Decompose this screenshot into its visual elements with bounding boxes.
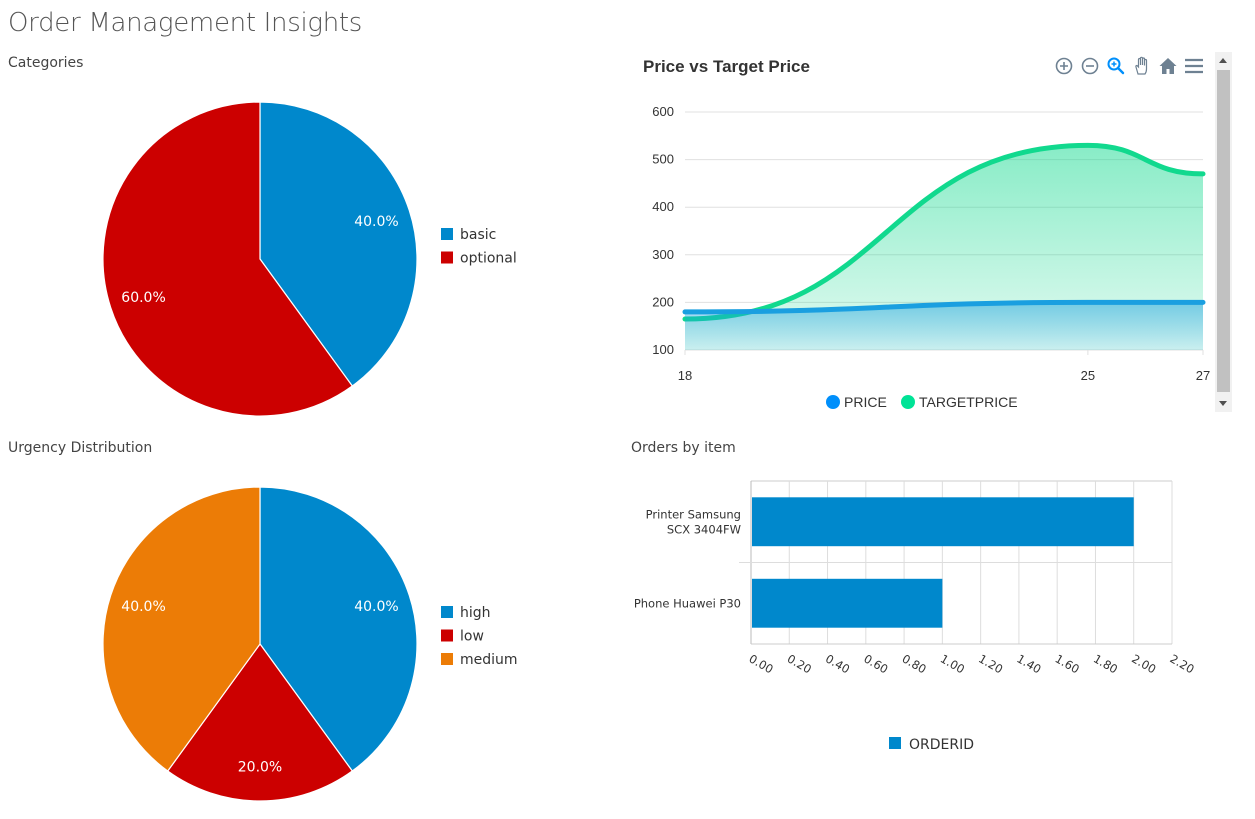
legend-label-medium: medium	[460, 652, 518, 668]
chart-scrollbar[interactable]	[1215, 52, 1232, 412]
pie-value-label-high: 40.0%	[354, 599, 398, 615]
legend-swatch-medium	[441, 653, 453, 665]
pie-slice-basic[interactable]	[259, 101, 418, 387]
y-tick-300: 300	[652, 247, 674, 262]
categories-pie-chart: 40.0% 60.0% basic optional	[102, 101, 517, 417]
legend-label-price: PRICE	[844, 394, 887, 410]
area-fill-targetprice	[685, 145, 1203, 350]
category-label: Printer Samsung	[646, 507, 741, 521]
x-tick-0.40: 0.40	[823, 651, 852, 676]
legend-swatch-optional	[441, 251, 453, 264]
x-tick-group-1.60: 1.60	[1053, 651, 1082, 676]
x-tick-1.00: 1.00	[938, 651, 967, 676]
pan-hand-icon[interactable]	[1131, 55, 1153, 77]
category-label: SCX 3404FW	[667, 522, 741, 536]
x-tick-18: 18	[678, 368, 692, 383]
legend-swatch-low	[441, 629, 453, 642]
x-tick-27: 27	[1196, 368, 1210, 383]
y-tick-100: 100	[652, 342, 674, 357]
scroll-down-icon[interactable]	[1219, 401, 1227, 406]
x-tick-group-0.20: 0.20	[785, 651, 814, 676]
pie-value-label-low: 20.0%	[238, 759, 282, 775]
legend-label-basic: basic	[460, 227, 496, 243]
pie-slice-optional[interactable]	[102, 101, 354, 417]
legend-swatch-high	[441, 606, 453, 618]
x-tick-group-0.60: 0.60	[861, 651, 890, 676]
x-tick-group-1.00: 1.00	[938, 651, 967, 676]
x-tick-group-2.00: 2.00	[1129, 651, 1158, 676]
page-title: Order Management Insights	[8, 8, 363, 38]
legend-label-optional: optional	[460, 251, 517, 267]
x-tick-0.60: 0.60	[861, 651, 890, 676]
urgency-title: Urgency Distribution	[8, 440, 153, 456]
x-tick-2.00: 2.00	[1129, 651, 1158, 676]
legend-marker-price[interactable]	[826, 395, 840, 409]
legend-label-orderid: ORDERID	[909, 737, 974, 753]
categories-title: Categories	[8, 55, 84, 71]
x-tick-0.20: 0.20	[785, 651, 814, 676]
selection-zoom-icon[interactable]	[1105, 55, 1127, 77]
bar-phone-huawei-p30[interactable]	[752, 578, 943, 628]
legend-swatch-orderid	[889, 737, 901, 749]
orders-by-item-chart: 0.00 0.20 0.40 0.60 0.80 1.00 1.20 1.40 1.60 1.80…	[634, 480, 1197, 753]
home-icon[interactable]	[1157, 55, 1179, 77]
zoom-in-icon[interactable]	[1053, 55, 1075, 77]
area-fill-price	[685, 302, 1203, 350]
chart-toolbar	[1053, 55, 1205, 77]
x-tick-25: 25	[1081, 368, 1095, 383]
series-line-price[interactable]	[682, 299, 1206, 315]
x-tick-0.80: 0.80	[900, 651, 929, 676]
legend-marker-targetprice[interactable]	[901, 395, 915, 409]
x-tick-1.80: 1.80	[1091, 651, 1120, 676]
x-tick-2.20: 2.20	[1168, 651, 1197, 676]
x-tick-0.00: 0.00	[747, 651, 776, 676]
scroll-up-icon[interactable]	[1219, 58, 1227, 63]
bar-printer-samsung-scx-3404fw[interactable]	[752, 497, 1134, 547]
legend-label-targetprice: TARGETPRICE	[919, 394, 1018, 410]
legend-label-low: low	[460, 629, 484, 645]
x-tick-group-0.80: 0.80	[900, 651, 929, 676]
x-tick-group-1.80: 1.80	[1091, 651, 1120, 676]
zoom-out-icon[interactable]	[1079, 55, 1101, 77]
pie-slice-low[interactable]	[166, 642, 354, 802]
urgency-pie-chart: 40.0% 20.0% 40.0% high low medium	[102, 486, 518, 802]
y-tick-600: 600	[652, 104, 674, 119]
pie-slice-high[interactable]	[259, 486, 418, 772]
legend-label-high: high	[460, 605, 491, 621]
pie-slice-medium[interactable]	[102, 486, 261, 772]
x-tick-group-2.20: 2.20	[1168, 651, 1197, 676]
price-vs-target-chart: Price vs Target Price 100 200 300 400 500 600 1…	[643, 57, 1210, 410]
y-tick-200: 200	[652, 294, 674, 309]
x-tick-1.20: 1.20	[976, 651, 1005, 676]
y-tick-500: 500	[652, 152, 674, 167]
x-tick-1.60: 1.60	[1053, 651, 1082, 676]
legend-swatch-basic	[441, 228, 453, 240]
scroll-thumb[interactable]	[1217, 70, 1230, 392]
series-line-targetprice[interactable]	[682, 142, 1206, 322]
x-tick-group-0.00: 0.00	[747, 651, 776, 676]
y-tick-400: 400	[652, 199, 674, 214]
area-chart-title: Price vs Target Price	[643, 57, 810, 76]
x-tick-group-1.20: 1.20	[976, 651, 1005, 676]
pie-value-label-medium: 40.0%	[121, 599, 165, 615]
category-label: Phone Huawei P30	[634, 596, 741, 610]
x-tick-1.40: 1.40	[1014, 651, 1043, 676]
x-tick-group-0.40: 0.40	[823, 651, 852, 676]
pie-value-label-optional: 60.0%	[121, 290, 165, 306]
pie-value-label-basic: 40.0%	[354, 214, 398, 230]
x-tick-group-1.40: 1.40	[1014, 651, 1043, 676]
menu-icon[interactable]	[1183, 55, 1205, 77]
orders-title: Orders by item	[631, 440, 736, 456]
